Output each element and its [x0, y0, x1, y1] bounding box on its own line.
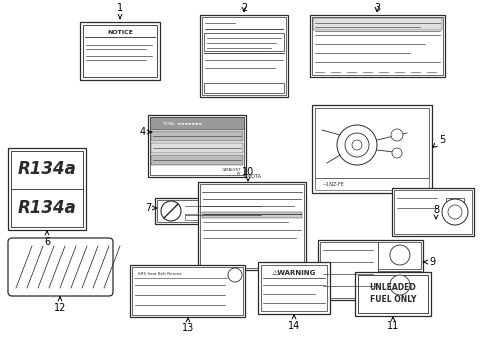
Circle shape: [345, 133, 368, 157]
Circle shape: [390, 129, 402, 141]
Bar: [184, 214, 229, 220]
Bar: [202, 212, 302, 218]
Circle shape: [161, 201, 181, 221]
Text: 4: 4: [140, 127, 151, 137]
Text: R134a: R134a: [18, 160, 76, 178]
Text: 2: 2: [241, 3, 246, 13]
Bar: [203, 33, 284, 51]
Bar: [132, 267, 243, 315]
Circle shape: [389, 275, 409, 295]
Bar: [8, 148, 86, 230]
Text: SRS Seat Belt Retone: SRS Seat Belt Retone: [138, 272, 182, 276]
Bar: [258, 262, 329, 314]
Circle shape: [227, 268, 242, 282]
Bar: [319, 242, 377, 298]
Bar: [200, 184, 304, 268]
Text: 7: 7: [144, 203, 157, 213]
Text: TOYOTA: TOYOTA: [242, 175, 261, 180]
Bar: [314, 178, 428, 190]
Bar: [393, 190, 471, 234]
Bar: [151, 143, 243, 153]
FancyBboxPatch shape: [8, 238, 113, 296]
Bar: [202, 17, 285, 95]
Bar: [11, 151, 83, 227]
Bar: [155, 198, 266, 224]
Text: R/: R/: [236, 172, 241, 176]
Bar: [261, 265, 326, 311]
Bar: [312, 18, 441, 30]
Bar: [314, 108, 428, 178]
Bar: [157, 200, 264, 222]
Text: 1: 1: [117, 3, 123, 19]
Text: 13: 13: [182, 318, 194, 333]
Bar: [151, 155, 243, 165]
Bar: [391, 188, 473, 236]
Text: FUEL ONLY: FUEL ONLY: [369, 296, 415, 305]
Text: 11: 11: [386, 317, 398, 331]
Bar: [203, 83, 284, 93]
Bar: [150, 117, 244, 129]
Text: 3: 3: [373, 3, 379, 13]
Bar: [83, 25, 157, 77]
Bar: [198, 182, 305, 270]
Bar: [200, 15, 287, 97]
Text: 10: 10: [242, 167, 254, 181]
Text: ⚠WARNING: ⚠WARNING: [271, 270, 316, 276]
Circle shape: [447, 205, 461, 219]
Circle shape: [389, 245, 409, 265]
Circle shape: [391, 148, 401, 158]
Bar: [150, 117, 244, 175]
Bar: [354, 272, 430, 316]
Text: 14: 14: [287, 315, 300, 331]
Text: 12: 12: [54, 297, 66, 313]
Bar: [148, 115, 245, 177]
Bar: [311, 105, 431, 193]
Text: 6: 6: [44, 231, 50, 247]
Text: R134a: R134a: [18, 199, 76, 217]
Bar: [130, 265, 244, 317]
Text: TOTAL  ≡≡≡≡≡≡≡: TOTAL ≡≡≡≡≡≡≡: [162, 122, 202, 126]
Text: UNLEADED: UNLEADED: [369, 284, 415, 292]
Bar: [151, 131, 243, 141]
Text: 8: 8: [432, 205, 438, 219]
Text: NOTICE: NOTICE: [107, 30, 133, 35]
Text: 5: 5: [432, 135, 444, 147]
Bar: [317, 240, 422, 300]
Bar: [80, 22, 160, 80]
Text: 9: 9: [423, 257, 434, 267]
Text: CATALYST: CATALYST: [221, 168, 241, 172]
Circle shape: [351, 140, 361, 150]
Bar: [357, 275, 427, 313]
Circle shape: [441, 199, 467, 225]
Bar: [377, 271, 420, 298]
Circle shape: [336, 125, 376, 165]
Bar: [445, 198, 463, 203]
Bar: [311, 17, 442, 75]
Bar: [377, 242, 420, 269]
Bar: [309, 15, 444, 77]
Text: ~1NZ-FE: ~1NZ-FE: [321, 183, 343, 188]
